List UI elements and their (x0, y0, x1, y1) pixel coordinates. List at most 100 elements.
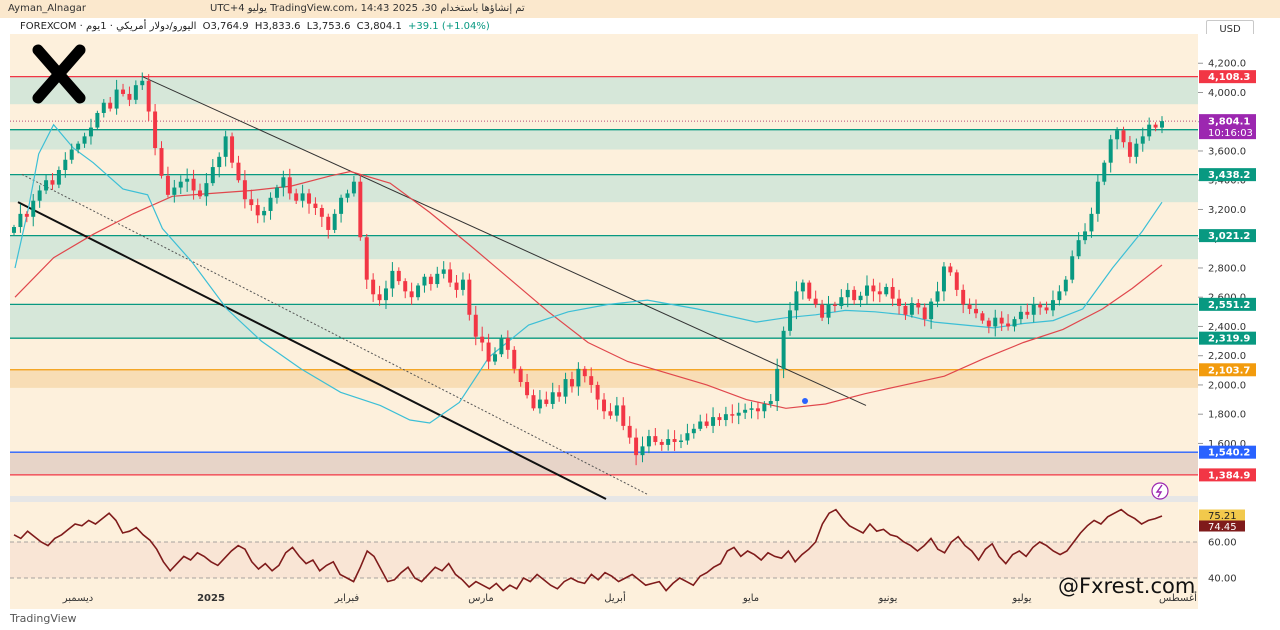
candle-body (428, 276, 433, 285)
rsi-level-label: 40.00 (1208, 574, 1237, 585)
candle-body (666, 439, 671, 445)
candle-body (537, 399, 542, 409)
tradingview-brand: TradingView (10, 612, 77, 625)
candle-body (95, 112, 100, 128)
x-tick-label: فبراير (334, 593, 360, 604)
candle-body (922, 307, 927, 320)
candle-body (691, 428, 696, 434)
candle-body (56, 169, 61, 185)
candle-body (576, 368, 581, 387)
candle-body (18, 213, 23, 228)
candle-body (762, 403, 767, 412)
attribution-text: تم إنشاؤها باستخدام TradingView.com، 14:… (210, 3, 525, 14)
candle-body (24, 213, 29, 217)
candle-body (877, 291, 882, 295)
candle-body (390, 270, 395, 289)
last-price-bg (1199, 114, 1256, 140)
price-label: 2,103.7 (1208, 365, 1250, 376)
candle-body (775, 368, 780, 402)
price-label: 3,021.2 (1208, 231, 1250, 242)
candle-body (185, 178, 190, 182)
candle-body (948, 266, 953, 273)
candle-body (698, 421, 703, 429)
y-tick-label: 1,600.0 (1208, 439, 1246, 450)
candle-body (794, 291, 799, 311)
candle-body (178, 181, 183, 188)
candle-body (441, 269, 446, 274)
ma-fast-line (14, 123, 1163, 424)
candle-body (986, 320, 991, 327)
candle-body (396, 270, 401, 282)
candle-body (281, 177, 286, 188)
price-label: 2,551.2 (1208, 300, 1250, 311)
candle-body (108, 102, 113, 109)
candle-body (826, 304, 831, 318)
candle-body (230, 136, 235, 163)
intersection-marker (802, 398, 808, 405)
x-tick-label: مارس (468, 593, 493, 604)
symbol-title[interactable]: اليورو/دولار أمريكي · 1يوم · FOREXCOM (20, 21, 197, 32)
candle-body (768, 401, 773, 404)
candle-body (499, 338, 504, 355)
price-label-bg (1199, 468, 1256, 482)
candle-body (1070, 256, 1075, 280)
candles-layer (12, 72, 1164, 466)
candle-body (416, 285, 421, 298)
candle-body (800, 282, 805, 292)
candle-body (909, 303, 914, 315)
candle-body (165, 175, 170, 195)
candle-body (999, 317, 1004, 324)
x-tick-label: يونيو (878, 593, 898, 604)
candle-body (332, 213, 337, 230)
candle-body (852, 289, 857, 301)
price-lines-layer (10, 76, 1198, 476)
candle-body (1038, 304, 1043, 308)
candle-body (512, 349, 517, 369)
y-tick-label: 2,200.0 (1208, 351, 1246, 362)
support-zone (10, 235, 1198, 260)
price-label-bg (1199, 445, 1256, 459)
x-tick-label: ديسمبر (62, 593, 93, 604)
candle-body (486, 342, 491, 362)
y-tick-label: 3,600.0 (1208, 146, 1246, 157)
candle-body (1076, 240, 1081, 257)
moving-averages-layer (14, 123, 1163, 424)
candle-body (172, 187, 177, 195)
candle-body (1089, 213, 1094, 232)
candle-body (679, 440, 683, 442)
support-zone (10, 304, 1198, 339)
candle-body (807, 282, 812, 299)
candle-body (371, 279, 376, 295)
candle-body (929, 301, 934, 320)
price-label-bg (1199, 168, 1256, 182)
support-zone (10, 76, 1198, 105)
candle-body (595, 384, 600, 400)
candle-body (460, 279, 465, 290)
candle-body (717, 417, 722, 421)
candle-body (980, 313, 985, 321)
candle-body (820, 304, 825, 318)
candle-body (255, 205, 260, 216)
candle-body (422, 276, 427, 286)
candle-body (204, 183, 209, 197)
candle-body (217, 156, 222, 168)
candle-body (1102, 162, 1107, 182)
candle-body (1018, 311, 1023, 320)
candle-body (63, 159, 68, 170)
candle-body (1025, 311, 1030, 315)
price-label-bg (1199, 229, 1256, 243)
zones-layer (10, 76, 1198, 475)
candle-body (974, 308, 978, 314)
alert-icon[interactable] (1151, 482, 1169, 500)
x-axis: ديسمبر 2025 فبراير مارس أبريل مايو يونيو يوليو أ… (62, 591, 1197, 604)
price-labels: 4,108.33,745.73,438.23,021.22,551.22,319… (1199, 70, 1256, 482)
candle-body (140, 80, 145, 86)
candle-body (210, 167, 215, 184)
candle-body (640, 446, 645, 456)
candle-body (1031, 304, 1036, 315)
rsi-value-bg (1199, 509, 1245, 521)
candle-body (454, 282, 459, 290)
candle-body (493, 354, 497, 362)
candle-body (127, 93, 132, 100)
